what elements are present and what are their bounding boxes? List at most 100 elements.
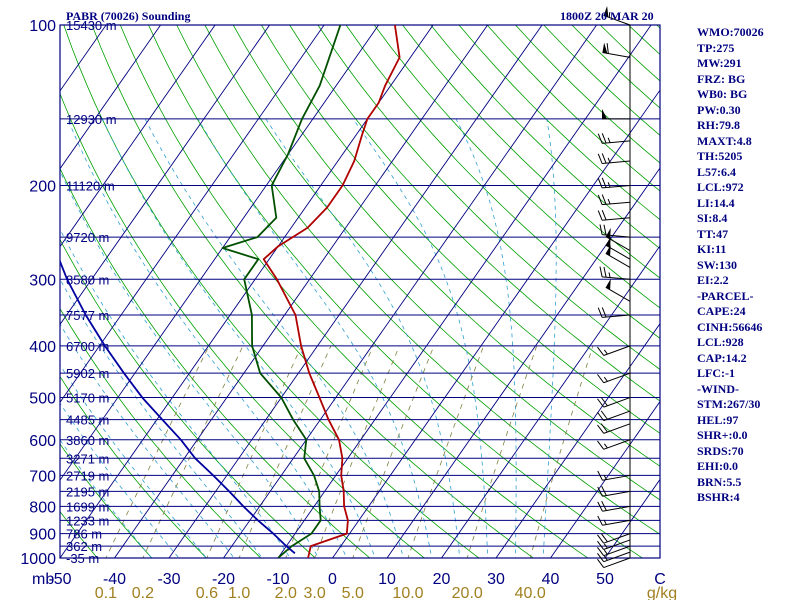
wind-barb-staff <box>603 345 631 356</box>
isotherm <box>550 400 660 558</box>
mixing-ratio-line <box>285 345 374 558</box>
wind-barb-feather <box>600 410 608 420</box>
stat-section-header: -WIND- <box>697 381 739 396</box>
dry-adiabat <box>60 307 262 558</box>
pressure-tick-label: 1000 <box>20 551 56 568</box>
wind-barb-feather <box>597 153 603 164</box>
wind-barb-staff <box>602 490 631 497</box>
wind-barb <box>597 551 631 563</box>
wind-barb <box>597 539 631 550</box>
wind-barb-staff <box>603 551 631 563</box>
mixing-ratio-tick-labels: 0.1 0.2 0.6 1.0 2.0 3.0 5.0 10.0 20.0 40.0 g/kg <box>95 585 677 600</box>
wind-barb-pennant <box>602 42 608 54</box>
mixing-ratio-line <box>314 345 400 558</box>
isotherm <box>168 25 543 558</box>
isotherms <box>60 25 660 558</box>
temperature-tick-label: -30 <box>157 571 180 588</box>
stat-item: L57:6.4 <box>697 164 736 179</box>
stat-item: FRZ: BG <box>697 71 746 86</box>
stat-item: SI:8.4 <box>697 211 728 225</box>
wind-barb-pennant <box>605 244 611 256</box>
pressure-tick-label: 500 <box>29 391 56 408</box>
isotherm <box>60 25 325 404</box>
wind-barb-half-feather <box>603 555 608 561</box>
mixing-ratio-tick-label: 0.6 <box>196 585 218 600</box>
height-label: 11120 m <box>66 178 115 193</box>
dry-adiabat <box>60 375 207 558</box>
pressure-tick-label: 100 <box>29 18 56 35</box>
wind-barb-feather <box>597 210 603 221</box>
plot-frame <box>59 24 661 559</box>
isotherm <box>60 25 216 248</box>
wind-barb-half-feather <box>607 198 611 205</box>
isotherm <box>332 89 660 558</box>
dry-adiabat <box>232 25 660 467</box>
mixing-ratio-tick-label: 1.0 <box>228 585 250 600</box>
dry-adiabat <box>63 25 480 558</box>
moist-adiabat <box>197 118 433 558</box>
dry-adiabat <box>60 238 316 558</box>
stat-item: WB0: BG <box>697 87 748 101</box>
dry-adiabat <box>770 25 800 569</box>
wind-barb-staff <box>602 519 631 526</box>
dry-adiabat <box>317 25 660 370</box>
wind-barb-feather <box>601 210 607 221</box>
pressure-tick-label: 200 <box>29 178 56 195</box>
wind-barb-staff <box>602 201 631 206</box>
isotherm <box>277 25 652 558</box>
dry-adiabat <box>289 25 660 402</box>
wind-barb-half-feather <box>608 272 611 278</box>
mixing-ratio-line <box>238 345 332 558</box>
wind-barb-feather <box>597 486 603 497</box>
dry-adiabat <box>148 25 644 558</box>
dry-adiabat <box>204 25 660 501</box>
wind-barbs <box>597 6 631 569</box>
wind-barb-staff <box>605 286 631 302</box>
dry-adiabat <box>345 25 660 339</box>
stat-section-header: -PARCEL- <box>697 288 754 303</box>
wind-barb <box>597 177 631 189</box>
wind-barb-half-feather <box>603 376 608 382</box>
wind-barb-feather <box>601 153 607 164</box>
dry-adiabat <box>261 25 660 434</box>
stat-item: MAXT:4.8 <box>697 133 752 148</box>
pressure-tick-label: 800 <box>29 499 56 516</box>
wind-barb-feather <box>597 547 605 557</box>
wind-barb-half-feather <box>607 182 611 188</box>
wind-barb-staff <box>602 276 631 280</box>
wind-barb <box>597 533 631 544</box>
wind-barb-feather <box>597 411 605 421</box>
isotherm <box>114 25 488 558</box>
wind-barb <box>605 244 631 268</box>
isotherm <box>60 25 270 326</box>
mixing-ratio-line <box>352 345 435 558</box>
temperature-tick-label: 50 <box>596 571 614 588</box>
wind-barb <box>603 6 631 26</box>
dry-adiabat <box>119 25 589 558</box>
wind-barb-feather <box>597 501 603 512</box>
height-label: 7577 m <box>66 308 109 323</box>
temperature-profile-line <box>262 25 401 558</box>
wind-barb-half-feather <box>607 157 611 163</box>
temperature-tick-label: 20 <box>433 571 451 588</box>
wind-barb-staff <box>603 410 631 422</box>
wind-barb <box>597 500 631 512</box>
wind-barb-feather <box>597 178 603 189</box>
height-label: 362 m <box>66 539 102 554</box>
pressure-tick-label: 700 <box>29 468 56 485</box>
moist-adiabat <box>265 118 461 558</box>
mixing-ratio-line <box>466 345 538 558</box>
isobars <box>60 24 660 559</box>
wind-barb <box>597 439 631 450</box>
wind-barb <box>597 133 631 144</box>
profiles <box>60 25 401 558</box>
wind-barb-feather <box>597 470 603 481</box>
wind-barb-feather <box>597 558 605 568</box>
mixing-ratio-tick-label: 10.0 <box>392 585 423 600</box>
mixing-ratio-tick-label: 0.2 <box>132 585 154 600</box>
dry-adiabats <box>60 25 800 569</box>
wind-barb-feather <box>601 133 607 144</box>
wind-barb-feather <box>597 515 603 526</box>
wind-barb-staff <box>603 545 631 557</box>
